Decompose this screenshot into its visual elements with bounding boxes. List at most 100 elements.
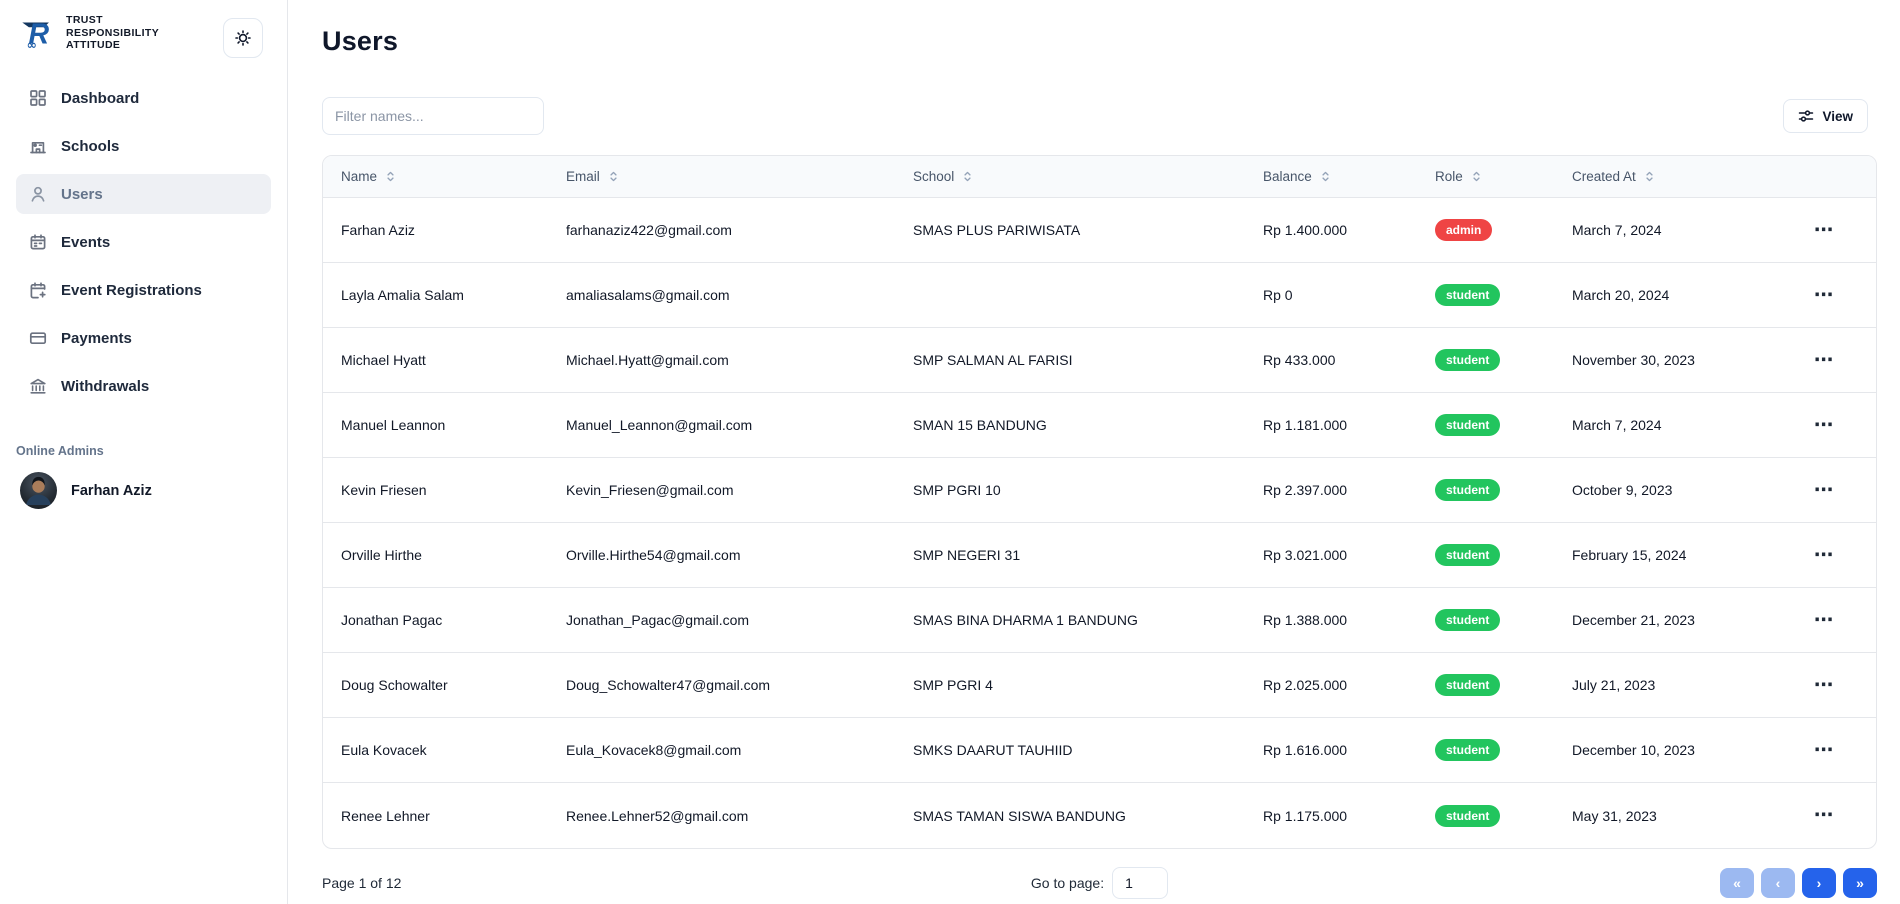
cell-email: Doug_Schowalter47@gmail.com bbox=[566, 677, 771, 693]
sort-icon bbox=[610, 171, 617, 182]
cell-role: student bbox=[1435, 284, 1572, 306]
cell-created-at: October 9, 2023 bbox=[1572, 482, 1673, 498]
cell-email: amaliasalams@gmail.com bbox=[566, 287, 730, 303]
role-badge: student bbox=[1435, 804, 1501, 827]
row-actions-button[interactable]: ⋯ bbox=[1806, 672, 1842, 699]
cell-school: SMAS TAMAN SISWA BANDUNG bbox=[913, 807, 1126, 824]
online-admins-label: Online Admins bbox=[16, 444, 104, 458]
cell-name: Doug Schowalter bbox=[341, 677, 448, 693]
cell-balance: Rp 1.616.000 bbox=[1263, 742, 1348, 758]
sidebar-item-label: Payments bbox=[61, 329, 132, 347]
cell-balance: Rp 2.397.000 bbox=[1263, 482, 1348, 498]
role-badge: student bbox=[1435, 739, 1501, 761]
column-header-name[interactable]: Name bbox=[323, 169, 566, 184]
sidebar-item-payments[interactable]: Payments bbox=[16, 318, 271, 358]
cell-school: SMAS BINA DHARMA 1 BANDUNG bbox=[913, 612, 1138, 628]
cell-role: student bbox=[1435, 804, 1572, 827]
view-button-label: View bbox=[1822, 108, 1853, 124]
pagination-bar: Page 1 of 12 Go to page: « ‹ › » bbox=[322, 867, 1878, 899]
cell-created-at: December 10, 2023 bbox=[1572, 742, 1695, 758]
chevrons-left-icon: « bbox=[1733, 875, 1741, 891]
cell-email: Kevin_Friesen@gmail.com bbox=[566, 482, 734, 498]
tr-logo-icon: R ∞ bbox=[22, 18, 50, 52]
calendar-plus-icon bbox=[30, 282, 46, 299]
cell-balance: Rp 433.000 bbox=[1263, 352, 1336, 368]
sidebar: R ∞ TRUST RESPONSIBILITY ATTITUDE Dash bbox=[0, 0, 288, 904]
cell-email: Eula_Kovacek8@gmail.com bbox=[566, 742, 742, 758]
column-header-email[interactable]: Email bbox=[566, 169, 913, 184]
filter-names-input[interactable] bbox=[322, 97, 544, 135]
column-header-school[interactable]: School bbox=[913, 169, 1263, 184]
cell-actions: ⋯ bbox=[1772, 802, 1876, 829]
sidebar-item-users[interactable]: Users bbox=[16, 174, 271, 214]
sidebar-item-dashboard[interactable]: Dashboard bbox=[16, 78, 271, 118]
brand-line-1: TRUST bbox=[66, 14, 103, 27]
cell-created-at: May 31, 2023 bbox=[1572, 807, 1657, 824]
table-body: Farhan Aziz farhanaziz422@gmail.com SMAS… bbox=[323, 198, 1876, 848]
row-actions-button[interactable]: ⋯ bbox=[1806, 477, 1842, 504]
svg-text:∞: ∞ bbox=[27, 38, 37, 52]
sort-icon bbox=[964, 171, 971, 182]
sidebar-item-label: Users bbox=[61, 185, 103, 203]
theme-toggle-button[interactable] bbox=[223, 18, 263, 58]
cell-school: SMP SALMAN AL FARISI bbox=[913, 352, 1073, 368]
cell-balance: Rp 1.388.000 bbox=[1263, 612, 1348, 628]
row-actions-button[interactable]: ⋯ bbox=[1806, 347, 1842, 374]
sidebar-item-withdrawals[interactable]: Withdrawals bbox=[16, 366, 271, 406]
table-row: Doug Schowalter Doug_Schowalter47@gmail.… bbox=[323, 653, 1876, 718]
cell-name: Layla Amalia Salam bbox=[341, 287, 464, 303]
avatar-photo bbox=[26, 476, 51, 505]
column-header-balance[interactable]: Balance bbox=[1263, 169, 1435, 184]
sidebar-item-event-registrations[interactable]: Event Registrations bbox=[16, 270, 271, 310]
row-actions-button[interactable]: ⋯ bbox=[1806, 217, 1842, 244]
cell-email: Renee.Lehner52@gmail.com bbox=[566, 807, 749, 824]
sun-icon bbox=[235, 30, 251, 46]
row-actions-button[interactable]: ⋯ bbox=[1806, 542, 1842, 569]
cell-name: Michael Hyatt bbox=[341, 352, 426, 368]
row-actions-button[interactable]: ⋯ bbox=[1806, 607, 1842, 634]
column-header-role[interactable]: Role bbox=[1435, 169, 1572, 184]
cell-school: SMP PGRI 4 bbox=[913, 677, 993, 693]
next-page-button[interactable]: › bbox=[1802, 868, 1837, 898]
table-row: Eula Kovacek Eula_Kovacek8@gmail.com SMK… bbox=[323, 718, 1876, 783]
page-title: Users bbox=[322, 26, 399, 56]
view-button[interactable]: View bbox=[1783, 99, 1868, 133]
online-admin-item: Farhan Aziz bbox=[20, 472, 271, 509]
table-row: Renee Lehner Renee.Lehner52@gmail.com SM… bbox=[323, 783, 1876, 848]
row-actions-button[interactable]: ⋯ bbox=[1806, 412, 1842, 439]
cell-school: SMKS DAARUT TAUHIID bbox=[913, 742, 1073, 758]
row-actions-button[interactable]: ⋯ bbox=[1806, 282, 1842, 309]
cell-balance: Rp 1.181.000 bbox=[1263, 417, 1348, 433]
sidebar-item-schools[interactable]: Schools bbox=[16, 126, 271, 166]
cell-created-at: March 20, 2024 bbox=[1572, 287, 1670, 303]
cell-balance: Rp 0 bbox=[1263, 287, 1293, 303]
cell-actions: ⋯ bbox=[1772, 347, 1876, 374]
cell-balance: Rp 2.025.000 bbox=[1263, 677, 1348, 693]
column-label: Created At bbox=[1572, 169, 1636, 184]
goto-page-input[interactable] bbox=[1112, 867, 1169, 899]
chevron-left-icon: ‹ bbox=[1775, 875, 1781, 891]
cell-created-at: February 15, 2024 bbox=[1572, 547, 1687, 563]
bank-icon bbox=[30, 378, 46, 394]
brand-name: TRUST RESPONSIBILITY ATTITUDE bbox=[66, 14, 159, 52]
cell-created-at: November 30, 2023 bbox=[1572, 352, 1695, 368]
previous-page-button[interactable]: ‹ bbox=[1761, 868, 1796, 898]
cell-balance: Rp 3.021.000 bbox=[1263, 547, 1348, 563]
row-actions-button[interactable]: ⋯ bbox=[1806, 802, 1842, 829]
first-page-button[interactable]: « bbox=[1720, 868, 1755, 898]
cell-school: SMAS PLUS PARIWISATA bbox=[913, 222, 1081, 238]
role-badge: admin bbox=[1435, 219, 1493, 241]
cell-created-at: March 7, 2024 bbox=[1572, 222, 1662, 238]
column-label: School bbox=[913, 169, 955, 184]
online-admin-name: Farhan Aziz bbox=[71, 482, 152, 499]
column-header-created-at[interactable]: Created At bbox=[1572, 169, 1772, 184]
sliders-icon bbox=[1799, 110, 1814, 122]
goto-page-label: Go to page: bbox=[1030, 875, 1105, 891]
cell-created-at: December 21, 2023 bbox=[1572, 612, 1695, 628]
last-page-button[interactable]: » bbox=[1843, 868, 1878, 898]
row-actions-button[interactable]: ⋯ bbox=[1806, 737, 1842, 764]
role-badge: student bbox=[1435, 349, 1501, 371]
table-header-row: Name Email School Balance Role bbox=[323, 156, 1876, 198]
cell-role: student bbox=[1435, 414, 1572, 436]
sidebar-item-events[interactable]: Events bbox=[16, 222, 271, 262]
